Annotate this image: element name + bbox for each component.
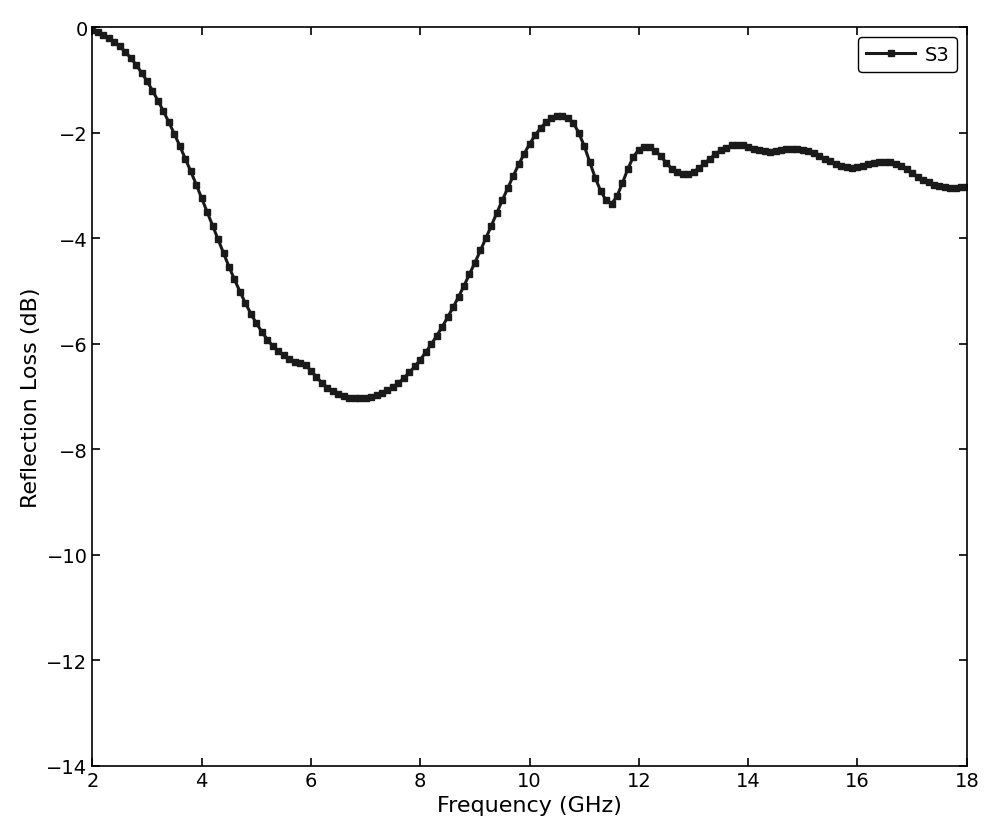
S3 [819,155,831,165]
Y-axis label: Reflection Loss (dB): Reflection Loss (dB) [21,287,41,507]
Line: S3: S3 [89,28,970,402]
S3 [961,182,973,192]
S3 [381,385,393,395]
X-axis label: Frequency (GHz): Frequency (GHz) [437,795,622,815]
S3 [862,161,874,171]
S3 [327,387,339,397]
S3 [349,394,361,404]
Legend: S3: S3 [858,38,957,73]
S3 [86,26,98,36]
S3 [923,178,935,188]
S3 [414,355,426,365]
